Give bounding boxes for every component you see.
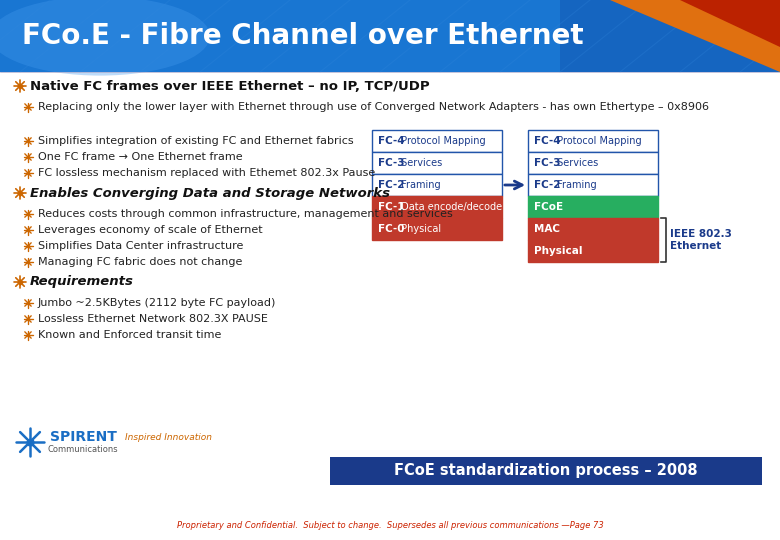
Text: Proprietary and Confidential.  Subject to change.  Supersedes all previous commu: Proprietary and Confidential. Subject to… (176, 521, 604, 530)
Bar (528, 240, 658, 262)
Text: Enables Converging Data and Storage Networks: Enables Converging Data and Storage Netw… (30, 186, 390, 199)
Text: Known and Enforced transit time: Known and Enforced transit time (38, 330, 222, 340)
Bar (372, 152, 502, 174)
Text: FCo.E - Fibre Channel over Ethernet: FCo.E - Fibre Channel over Ethernet (22, 22, 583, 50)
Text: Framing: Framing (554, 180, 597, 190)
Text: FCoE: FCoE (534, 202, 563, 212)
Bar (528, 174, 658, 196)
Polygon shape (680, 0, 780, 47)
Text: Jumbo ~2.5KBytes (2112 byte FC payload): Jumbo ~2.5KBytes (2112 byte FC payload) (38, 298, 276, 308)
Text: Communications: Communications (48, 444, 119, 454)
Text: FC-4: FC-4 (378, 136, 405, 146)
Bar (372, 130, 502, 152)
Text: One FC frame → One Ethernet frame: One FC frame → One Ethernet frame (38, 152, 243, 162)
Bar (0, 0, 560, 72)
Bar (528, 196, 658, 218)
Ellipse shape (0, 0, 210, 76)
Text: Native FC frames over IEEE Ethernet – no IP, TCP/UDP: Native FC frames over IEEE Ethernet – no… (30, 79, 430, 92)
Text: Replacing only the lower layer with Ethernet through use of Converged Network Ad: Replacing only the lower layer with Ethe… (38, 102, 709, 112)
Bar (528, 218, 658, 240)
Bar (0, 0, 780, 72)
Text: FC-3: FC-3 (534, 158, 561, 168)
Text: Lossless Ethernet Network 802.3X PAUSE: Lossless Ethernet Network 802.3X PAUSE (38, 314, 268, 324)
Bar (372, 196, 502, 218)
Text: Requirements: Requirements (30, 275, 134, 288)
Polygon shape (610, 0, 780, 72)
Bar (372, 218, 502, 240)
Text: IEEE 802.3
Ethernet: IEEE 802.3 Ethernet (670, 229, 732, 251)
Text: FC-1: FC-1 (378, 202, 405, 212)
Text: Framing: Framing (398, 180, 441, 190)
Text: Services: Services (554, 158, 598, 168)
Text: MAC: MAC (534, 224, 560, 234)
Bar (528, 152, 658, 174)
Text: FC-2: FC-2 (534, 180, 561, 190)
Text: Simplifies Data Center infrastructure: Simplifies Data Center infrastructure (38, 241, 243, 251)
Text: Services: Services (398, 158, 442, 168)
Text: FC-3: FC-3 (378, 158, 405, 168)
Text: Managing FC fabric does not change: Managing FC fabric does not change (38, 257, 243, 267)
Text: Simplifies integration of existing FC and Ethernet fabrics: Simplifies integration of existing FC an… (38, 136, 353, 146)
Bar (330, 457, 762, 485)
Text: Reduces costs through common infrastructure, management and services: Reduces costs through common infrastruct… (38, 209, 452, 219)
Bar (372, 174, 502, 196)
Text: Physical: Physical (398, 224, 441, 234)
Text: FC-2: FC-2 (378, 180, 405, 190)
Text: Inspired Innovation: Inspired Innovation (125, 433, 212, 442)
Text: Physical: Physical (534, 246, 583, 256)
Bar (528, 130, 658, 152)
Text: Protocol Mapping: Protocol Mapping (398, 136, 486, 146)
Text: Data encode/decode: Data encode/decode (398, 202, 502, 212)
Text: Leverages economy of scale of Ethernet: Leverages economy of scale of Ethernet (38, 225, 263, 235)
Text: FC-0: FC-0 (378, 224, 405, 234)
Text: SPIRENT: SPIRENT (50, 430, 117, 444)
Text: FCoE standardization process – 2008: FCoE standardization process – 2008 (394, 463, 698, 478)
Text: FC-4: FC-4 (534, 136, 561, 146)
Bar (0, 72, 780, 540)
Text: Protocol Mapping: Protocol Mapping (554, 136, 642, 146)
Text: FC lossless mechanism replaced with Ethemet 802.3x Pause: FC lossless mechanism replaced with Ethe… (38, 168, 375, 178)
